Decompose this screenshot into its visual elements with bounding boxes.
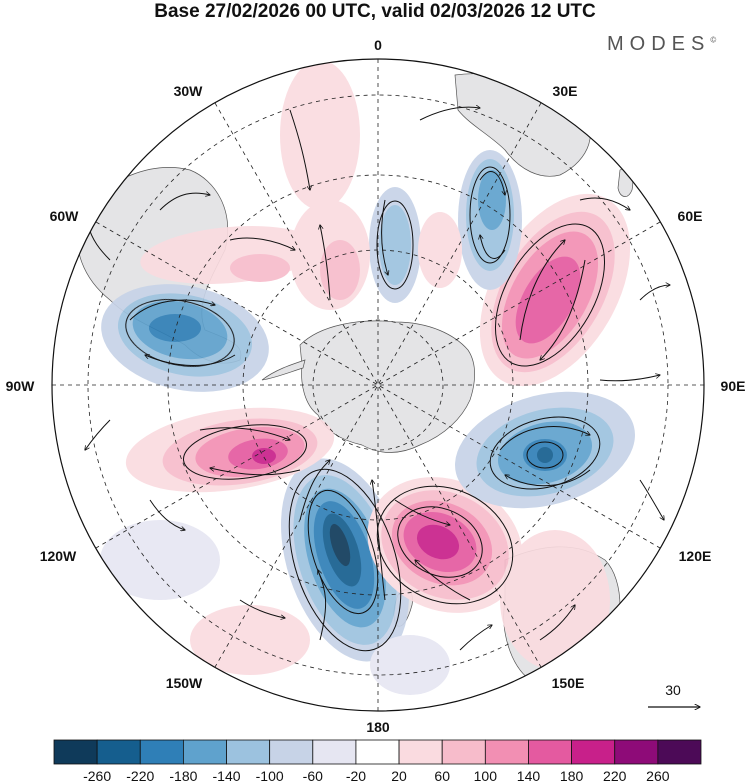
colorbar-swatch — [571, 739, 616, 765]
colorbar-tick-label: 220 — [603, 768, 627, 783]
map-boundary — [51, 58, 705, 712]
reference-vector-label: 30 — [665, 682, 681, 698]
colorbar-swatch — [226, 739, 271, 765]
colorbar-swatch — [139, 739, 184, 765]
colorbar-swatch — [182, 739, 227, 765]
colorbar-swatch — [614, 739, 659, 765]
colorbar-swatch — [484, 739, 529, 765]
map-disk — [52, 59, 704, 711]
pos-anomaly-amundsen — [125, 407, 335, 493]
label-150e: 150E — [552, 675, 585, 691]
map-title: Base 27/02/2026 00 UTC, valid 02/03/2026… — [154, 1, 596, 22]
colorbar-swatch — [355, 739, 400, 765]
colorbar-swatch — [312, 739, 357, 765]
label-0: 0 — [374, 37, 382, 53]
colorbar-tick-label: -180 — [169, 768, 197, 783]
label-30e: 30E — [553, 83, 578, 99]
colorbar-tick-label: 180 — [560, 768, 584, 783]
pos-anomaly-ross-sea — [367, 477, 523, 613]
colorbar-tick-label: -100 — [256, 768, 284, 783]
label-90e: 90E — [721, 378, 746, 394]
pos-anomaly-south-atlantic — [100, 60, 610, 695]
label-60w: 60W — [50, 208, 80, 224]
land-antarctic-peninsula — [261, 359, 306, 381]
colorbar-swatch — [398, 739, 443, 765]
label-150w: 150W — [166, 675, 203, 691]
label-120w: 120W — [40, 548, 77, 564]
reference-vector: 30 — [648, 682, 700, 707]
colorbar-swatch — [269, 739, 314, 765]
brand-text: MODES — [607, 33, 711, 55]
brand-mark: © — [710, 35, 717, 45]
colorbar-tick-label: 140 — [517, 768, 541, 783]
colorbar-tick-label: -260 — [83, 768, 111, 783]
colorbar-swatch — [528, 739, 573, 765]
contour-layer — [125, 166, 606, 652]
meridian-labels: 0 30W 30E 60W 60E 90W 90E 120W 120E 150W… — [6, 37, 746, 735]
label-30w: 30W — [174, 83, 204, 99]
brand-logo: MODES© — [607, 33, 716, 56]
colorbar-swatch — [441, 739, 486, 765]
label-120e: 120E — [679, 548, 712, 564]
colorbar-tick-label: 100 — [474, 768, 498, 783]
label-90w: 90W — [6, 378, 36, 394]
colorbar-swatch — [53, 739, 98, 765]
colorbar: -260 -220 -180 -140 -100 -60 -20 20 60 100 140 180 2… — [53, 739, 702, 783]
colorbar-tick-label: -60 — [303, 768, 323, 783]
colorbar-swatch — [96, 739, 141, 765]
colorbar-tick-label: 260 — [646, 768, 670, 783]
colorbar-tick-label: 60 — [434, 768, 450, 783]
label-180: 180 — [366, 719, 390, 735]
colorbar-tick-label: -220 — [126, 768, 154, 783]
colorbar-tick-label: -140 — [213, 768, 241, 783]
colorbar-tick-label: 20 — [391, 768, 407, 783]
graticule — [52, 59, 704, 711]
neg-anomaly-weddell — [101, 284, 269, 392]
colorbar-swatch — [657, 739, 702, 765]
colorbar-tick-label: -20 — [346, 768, 366, 783]
label-60e: 60E — [678, 208, 703, 224]
